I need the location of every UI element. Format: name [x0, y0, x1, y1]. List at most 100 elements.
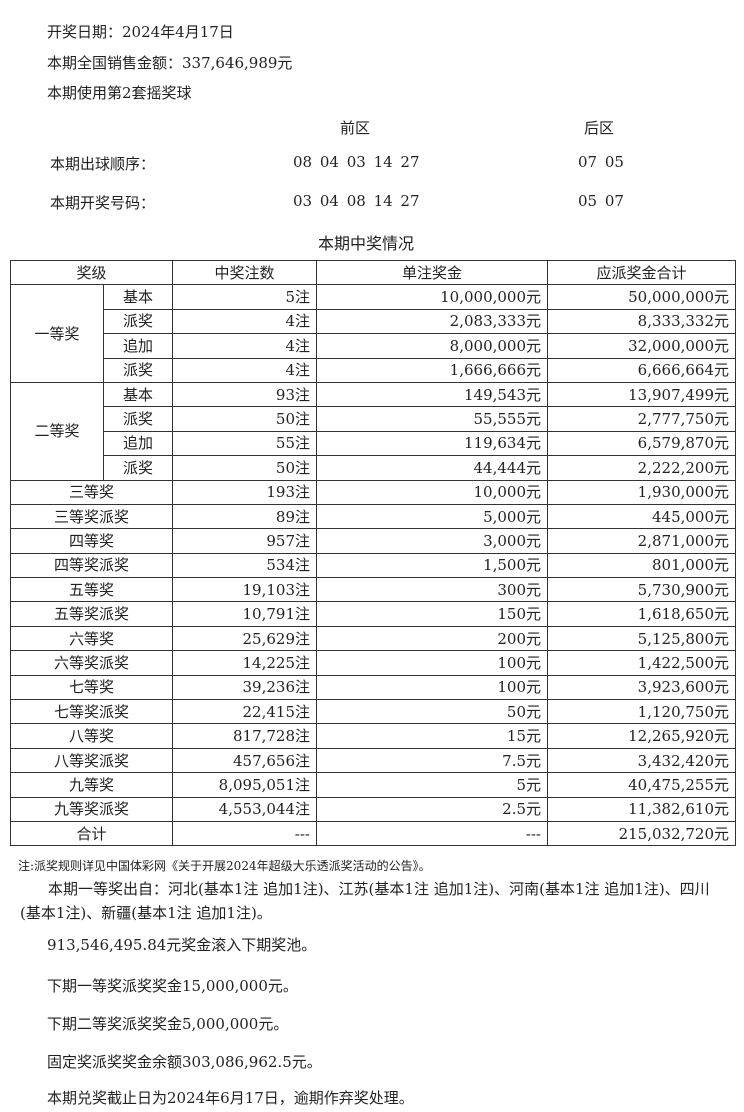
prize-total-cell: 1,618,650元 [547, 601, 737, 627]
prize-total-cell: 32,000,000元 [547, 333, 737, 359]
prize-total-cell: 12,265,920元 [547, 723, 737, 749]
winner-count-cell: 5注 [172, 284, 318, 310]
prize-amount-cell: 119,634元 [316, 430, 549, 457]
table-row: 七等奖 39,236注 100元 3,923,600元 [9, 674, 737, 701]
winner-count-cell: 93注 [172, 381, 318, 408]
ball-set: 本期使用第2套摇奖球 [47, 84, 192, 102]
first-prize-origin: 本期一等奖出自：河北(基本1注 追加1注)、江苏(基本1注 追加1注)、河南(基… [20, 880, 710, 922]
table-row: 七等奖派奖 22,415注 50元 1,120,750元 [9, 699, 737, 725]
prize-level-cell: 八等奖 [9, 723, 174, 749]
prize-total-cell: 2,871,000元 [547, 528, 737, 554]
prize-amount-cell: --- [316, 820, 549, 847]
table-row: 四等奖派奖 534注 1,500元 801,000元 [9, 552, 737, 579]
winning-numbers-label: 本期开奖号码： [50, 194, 156, 212]
winner-count-cell: 4,553,044注 [172, 796, 318, 822]
footnote: 注:派奖规则详见中国体彩网《关于开展2024年超级大乐透派奖活动的公告》。 [18, 859, 431, 873]
prize-total-cell: 1,930,000元 [547, 479, 737, 505]
prize-amount-cell: 2,083,333元 [316, 308, 549, 335]
prize-sublevel-cell: 派奖 [102, 357, 174, 383]
prize-level-cell: 七等奖派奖 [9, 699, 174, 725]
prize-level-cell: 三等奖派奖 [9, 503, 174, 530]
prize-level-cell: 合计 [9, 820, 174, 847]
table-row: 追加 55注 119,634元 6,579,870元 [11, 430, 737, 457]
prize-total-cell: 5,125,800元 [547, 625, 737, 652]
prize-amount-cell: 100元 [316, 674, 549, 701]
winner-count-cell: 50注 [172, 406, 318, 432]
prize-total-cell: 801,000元 [547, 552, 737, 579]
prize-total-cell: 1,120,750元 [547, 699, 737, 725]
table-header-row: 奖级 中奖注数 单注奖金 应派奖金合计 [9, 259, 737, 286]
prize-amount-cell: 8,000,000元 [316, 333, 549, 359]
table-row: 派奖 4注 2,083,333元 8,333,332元 [11, 308, 737, 335]
winner-count-cell: 8,095,051注 [172, 772, 318, 798]
winner-count-cell: 4注 [172, 308, 318, 335]
next-second-prize: 下期二等奖派奖奖金5,000,000元。 [47, 1015, 289, 1033]
prize-sublevel-cell: 基本 [102, 381, 174, 408]
winner-count-cell: 50注 [172, 455, 318, 481]
prize-total-cell: 13,907,499元 [547, 381, 737, 408]
prize-amount-cell: 55,555元 [316, 406, 549, 432]
next-first-prize: 下期一等奖派奖奖金15,000,000元。 [47, 977, 298, 995]
prize-level-cell: 九等奖派奖 [9, 796, 174, 822]
fixed-prize-balance: 固定奖派奖奖金余额303,086,962.5元。 [47, 1053, 322, 1071]
winner-count-cell: 957注 [172, 528, 318, 554]
prize-total-cell: 2,222,200元 [547, 455, 737, 481]
prize-total-cell: 40,475,255元 [547, 772, 737, 798]
prize-level-cell: 四等奖 [9, 528, 174, 554]
prize-amount-cell: 5,000元 [316, 503, 549, 530]
winner-count-cell: 10,791注 [172, 601, 318, 627]
table-row: 八等奖 817,728注 15元 12,265,920元 [9, 723, 737, 749]
prize-level-cell: 六等奖 [9, 625, 174, 652]
winner-count-cell: 14,225注 [172, 650, 318, 676]
table-row: 八等奖派奖 457,656注 7.5元 3,432,420元 [9, 747, 737, 774]
winner-count-cell: 89注 [172, 503, 318, 530]
prize-amount-cell: 300元 [316, 577, 549, 603]
draw-date: 开奖日期：2024年4月17日 [47, 23, 234, 41]
prize-total-cell: 50,000,000元 [547, 284, 737, 310]
winner-count-cell: 4注 [172, 357, 318, 383]
prize-level-cell: 二等奖 [10, 381, 104, 481]
table-row: 九等奖派奖 4,553,044注 2.5元 11,382,610元 [9, 796, 737, 822]
prize-sublevel-cell: 派奖 [102, 406, 174, 432]
prize-amount-cell: 2.5元 [316, 796, 549, 822]
winner-count-cell: 4注 [172, 333, 318, 359]
prize-level-cell: 六等奖派奖 [9, 650, 174, 676]
winner-count-cell: 457,656注 [172, 747, 318, 774]
front-zone-label: 前区 [340, 119, 371, 137]
prize-level-cell: 八等奖派奖 [9, 747, 174, 774]
winner-count-cell: 55注 [172, 430, 318, 457]
winner-count-cell: --- [172, 820, 318, 847]
prize-total-cell: 215,032,720元 [547, 820, 737, 847]
winning-numbers-front: 03 04 08 14 27 [293, 192, 420, 210]
winner-count-cell: 534注 [172, 552, 318, 579]
table-row: 三等奖派奖 89注 5,000元 445,000元 [9, 503, 737, 530]
prize-total-cell: 6,579,870元 [547, 430, 737, 457]
back-zone-label: 后区 [584, 119, 615, 137]
prize-total-cell: 3,923,600元 [547, 674, 737, 701]
winner-count-cell: 19,103注 [172, 577, 318, 603]
table-row: 六等奖派奖 14,225注 100元 1,422,500元 [9, 650, 737, 676]
winner-count-cell: 25,629注 [172, 625, 318, 652]
table-row: 三等奖 193注 10,000元 1,930,000元 [9, 479, 737, 505]
prize-level-cell: 七等奖 [9, 674, 174, 701]
prize-total-cell: 6,666,664元 [547, 357, 737, 383]
table-row: 派奖 50注 55,555元 2,777,750元 [11, 406, 737, 432]
sales-amount: 本期全国销售金额：337,646,989元 [47, 54, 293, 72]
draw-order-back: 07 05 [578, 153, 624, 171]
table-row: 合计 --- --- 215,032,720元 [9, 820, 737, 847]
prize-amount-cell: 150元 [316, 601, 549, 627]
prize-sublevel-cell: 追加 [102, 333, 174, 359]
prize-total-cell: 3,432,420元 [547, 747, 737, 774]
header-count: 中奖注数 [172, 259, 318, 286]
prize-table: 奖级 中奖注数 单注奖金 应派奖金合计 一等奖 基本 5注 10,000,000元 50… [9, 259, 737, 847]
prize-total-cell: 2,777,750元 [547, 406, 737, 432]
prize-total-cell: 445,000元 [547, 503, 737, 530]
table-row: 五等奖 19,103注 300元 5,730,900元 [9, 577, 737, 603]
table-row: 四等奖 957注 3,000元 2,871,000元 [9, 528, 737, 554]
prize-sublevel-cell: 基本 [102, 284, 174, 310]
prize-sublevel-cell: 追加 [102, 430, 174, 457]
prize-level-cell: 三等奖 [9, 479, 174, 505]
winner-count-cell: 22,415注 [172, 699, 318, 725]
header-level: 奖级 [9, 259, 174, 286]
prize-amount-cell: 200元 [316, 625, 549, 652]
